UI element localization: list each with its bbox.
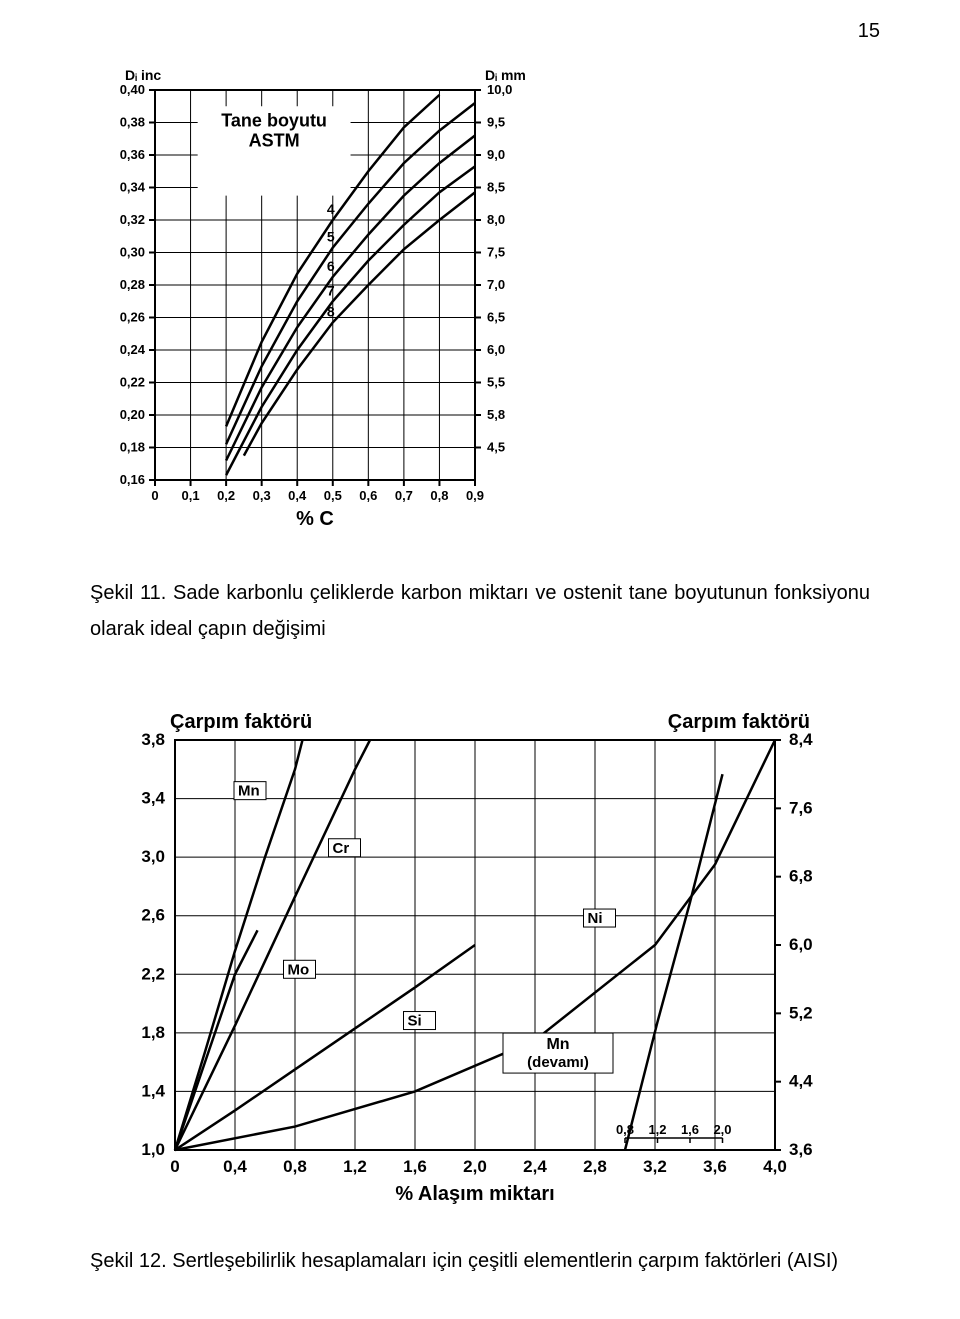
svg-text:Çarpım faktörü: Çarpım faktörü [668, 711, 810, 733]
svg-text:7: 7 [327, 282, 335, 298]
svg-text:5,2: 5,2 [789, 1003, 813, 1022]
svg-text:(devamı): (devamı) [527, 1054, 589, 1071]
svg-text:1,0: 1,0 [141, 1140, 165, 1159]
svg-text:Tane boyutu: Tane boyutu [221, 110, 327, 130]
svg-text:0,36: 0,36 [120, 147, 145, 162]
svg-text:0: 0 [151, 488, 158, 503]
svg-text:4: 4 [327, 201, 335, 217]
svg-text:9,5: 9,5 [487, 115, 505, 130]
svg-text:1,2: 1,2 [343, 1157, 367, 1176]
svg-text:0,8: 0,8 [283, 1157, 307, 1176]
svg-text:2,4: 2,4 [523, 1157, 547, 1176]
svg-text:8,5: 8,5 [487, 180, 505, 195]
svg-text:6,0: 6,0 [789, 935, 813, 954]
page: 15 0,400,380,360,340,320,300,280,260,240… [0, 0, 960, 1319]
svg-text:Çarpım faktörü: Çarpım faktörü [170, 711, 312, 733]
svg-text:7,0: 7,0 [487, 277, 505, 292]
svg-text:2,2: 2,2 [141, 964, 165, 983]
svg-text:0,1: 0,1 [182, 488, 200, 503]
svg-text:Cr: Cr [333, 840, 350, 857]
svg-text:3,0: 3,0 [141, 847, 165, 866]
svg-text:4,4: 4,4 [789, 1072, 813, 1091]
svg-text:1,6: 1,6 [403, 1157, 427, 1176]
svg-text:2,0: 2,0 [463, 1157, 487, 1176]
svg-text:6,8: 6,8 [789, 867, 813, 886]
svg-text:3,8: 3,8 [141, 730, 165, 749]
svg-text:3,6: 3,6 [703, 1157, 727, 1176]
svg-text:0,22: 0,22 [120, 375, 145, 390]
svg-text:0,30: 0,30 [120, 245, 145, 260]
svg-text:4,0: 4,0 [763, 1157, 787, 1176]
svg-text:0: 0 [170, 1157, 179, 1176]
chart2-svg: 3,83,43,02,62,21,81,41,08,47,66,86,05,24… [100, 700, 860, 1220]
svg-text:0,24: 0,24 [120, 342, 146, 357]
svg-text:4,5: 4,5 [487, 440, 505, 455]
svg-text:10,0: 10,0 [487, 82, 512, 97]
svg-text:0,40: 0,40 [120, 82, 145, 97]
svg-text:0,2: 0,2 [217, 488, 235, 503]
svg-text:Dᵢ mm: Dᵢ mm [485, 67, 526, 83]
svg-text:1,6: 1,6 [681, 1122, 699, 1137]
svg-text:0,9: 0,9 [466, 488, 484, 503]
svg-text:7,6: 7,6 [789, 798, 813, 817]
svg-text:1,8: 1,8 [141, 1023, 165, 1042]
svg-text:0,8: 0,8 [430, 488, 448, 503]
svg-text:0,32: 0,32 [120, 212, 145, 227]
svg-text:6,5: 6,5 [487, 310, 505, 325]
svg-text:1,4: 1,4 [141, 1081, 165, 1100]
chart2-container: 3,83,43,02,62,21,81,41,08,47,66,86,05,24… [100, 700, 860, 1220]
svg-text:6: 6 [327, 258, 335, 274]
svg-text:ASTM: ASTM [249, 130, 300, 150]
svg-text:0,16: 0,16 [120, 472, 145, 487]
svg-text:0,6: 0,6 [359, 488, 377, 503]
svg-text:0,4: 0,4 [288, 488, 307, 503]
svg-text:0,7: 0,7 [395, 488, 413, 503]
svg-text:Si: Si [408, 1013, 422, 1030]
svg-text:5,8: 5,8 [487, 407, 505, 422]
page-number: 15 [858, 20, 880, 43]
svg-text:5: 5 [327, 229, 335, 245]
svg-text:8,0: 8,0 [487, 212, 505, 227]
svg-text:Mn: Mn [238, 783, 260, 800]
svg-text:3,2: 3,2 [643, 1157, 667, 1176]
svg-text:6,0: 6,0 [487, 342, 505, 357]
svg-text:0,28: 0,28 [120, 277, 145, 292]
svg-text:0,26: 0,26 [120, 310, 145, 325]
svg-text:3,4: 3,4 [141, 789, 165, 808]
svg-text:Ni: Ni [588, 910, 603, 927]
svg-text:7,5: 7,5 [487, 245, 505, 260]
svg-text:0,20: 0,20 [120, 407, 145, 422]
caption-figure-11: Şekil 11. Sade karbonlu çeliklerde karbo… [90, 575, 870, 647]
svg-text:% C: % C [296, 508, 334, 530]
svg-text:3,6: 3,6 [789, 1140, 813, 1159]
chart1-svg: 0,400,380,360,340,320,300,280,260,240,22… [90, 60, 550, 540]
svg-text:0,5: 0,5 [324, 488, 342, 503]
svg-text:Mn: Mn [546, 1036, 569, 1053]
svg-text:0,18: 0,18 [120, 440, 145, 455]
chart1-container: 0,400,380,360,340,320,300,280,260,240,22… [90, 60, 590, 560]
svg-text:2,0: 2,0 [713, 1122, 731, 1137]
caption-figure-12: Şekil 12. Sertleşebilirlik hesaplamaları… [90, 1245, 870, 1277]
svg-text:Dᵢ inc: Dᵢ inc [125, 67, 161, 83]
svg-text:Mo: Mo [288, 961, 310, 978]
svg-text:0,3: 0,3 [253, 488, 271, 503]
svg-text:5,5: 5,5 [487, 375, 505, 390]
svg-text:1,2: 1,2 [648, 1122, 666, 1137]
svg-text:2,8: 2,8 [583, 1157, 607, 1176]
svg-text:0,38: 0,38 [120, 115, 145, 130]
svg-text:2,6: 2,6 [141, 906, 165, 925]
svg-text:0,4: 0,4 [223, 1157, 247, 1176]
svg-text:8: 8 [327, 303, 335, 319]
svg-text:0,34: 0,34 [120, 180, 146, 195]
svg-text:% Alaşım miktarı: % Alaşım miktarı [395, 1183, 554, 1205]
svg-text:9,0: 9,0 [487, 147, 505, 162]
